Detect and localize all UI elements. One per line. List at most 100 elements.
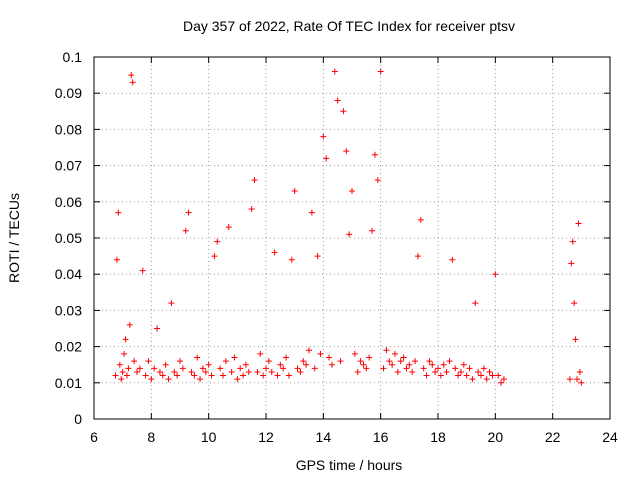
data-point bbox=[480, 365, 487, 372]
data-point bbox=[242, 361, 249, 368]
data-point bbox=[182, 227, 189, 234]
data-point bbox=[498, 379, 505, 386]
data-point bbox=[495, 372, 502, 379]
data-point bbox=[237, 365, 244, 372]
data-point bbox=[389, 361, 396, 368]
data-point bbox=[394, 368, 401, 375]
data-point bbox=[334, 97, 341, 104]
data-point bbox=[245, 368, 252, 375]
data-point bbox=[112, 372, 119, 379]
data-point bbox=[185, 209, 192, 216]
x-tick-label: 10 bbox=[201, 429, 217, 445]
y-tick-label: 0.01 bbox=[55, 375, 82, 391]
data-point bbox=[463, 372, 470, 379]
data-point bbox=[277, 361, 284, 368]
data-point bbox=[400, 354, 407, 361]
data-points bbox=[112, 68, 585, 386]
data-point bbox=[326, 354, 333, 361]
data-point bbox=[569, 238, 576, 245]
data-point bbox=[371, 151, 378, 158]
data-point bbox=[426, 358, 433, 365]
data-point bbox=[228, 368, 235, 375]
data-point bbox=[248, 206, 255, 213]
data-point bbox=[576, 368, 583, 375]
data-point bbox=[128, 72, 135, 79]
data-point bbox=[145, 358, 152, 365]
data-point bbox=[268, 368, 275, 375]
data-point bbox=[337, 358, 344, 365]
data-point bbox=[354, 368, 361, 375]
data-point bbox=[377, 68, 384, 75]
data-point bbox=[331, 68, 338, 75]
data-point bbox=[363, 365, 370, 372]
data-point bbox=[452, 365, 459, 372]
data-point bbox=[231, 354, 238, 361]
data-point bbox=[225, 224, 232, 231]
x-tick-label: 16 bbox=[373, 429, 389, 445]
data-point bbox=[414, 253, 421, 260]
data-point bbox=[380, 365, 387, 372]
data-point bbox=[568, 260, 575, 267]
data-point bbox=[265, 358, 272, 365]
data-point bbox=[429, 361, 436, 368]
x-tick-label: 22 bbox=[545, 429, 561, 445]
data-point bbox=[263, 365, 269, 372]
data-point bbox=[566, 376, 573, 383]
data-point bbox=[500, 376, 507, 383]
y-tick-label: 0.09 bbox=[55, 85, 82, 101]
y-tick-label: 0.07 bbox=[55, 158, 82, 174]
data-point bbox=[136, 365, 143, 372]
data-point bbox=[148, 376, 155, 383]
data-point bbox=[171, 368, 178, 375]
data-point bbox=[492, 271, 499, 278]
data-point bbox=[123, 372, 130, 379]
data-point bbox=[360, 361, 367, 368]
x-tick-label: 12 bbox=[258, 429, 274, 445]
x-tick-label: 6 bbox=[90, 429, 98, 445]
data-point bbox=[199, 365, 206, 372]
data-point bbox=[572, 336, 579, 343]
data-point bbox=[116, 361, 123, 368]
data-point bbox=[208, 372, 215, 379]
data-point bbox=[435, 365, 441, 372]
data-point bbox=[234, 376, 241, 383]
x-tick-label: 8 bbox=[147, 429, 155, 445]
data-point bbox=[220, 372, 226, 379]
data-point bbox=[126, 321, 133, 328]
data-point bbox=[446, 358, 453, 365]
data-point bbox=[251, 177, 258, 184]
data-point bbox=[478, 372, 484, 379]
data-point bbox=[285, 372, 292, 379]
data-point bbox=[159, 372, 166, 379]
data-point bbox=[288, 256, 295, 263]
data-point bbox=[578, 379, 585, 386]
data-point bbox=[320, 133, 327, 140]
data-point bbox=[340, 108, 347, 115]
x-tick-label: 18 bbox=[430, 429, 446, 445]
data-point bbox=[217, 365, 224, 372]
y-tick-label: 0.03 bbox=[55, 302, 82, 318]
data-point bbox=[343, 148, 350, 155]
data-point bbox=[486, 368, 493, 375]
y-tick-label: 0 bbox=[74, 411, 82, 427]
x-tick-label: 20 bbox=[488, 429, 504, 445]
data-point bbox=[271, 249, 278, 256]
data-point bbox=[257, 350, 264, 357]
data-point bbox=[306, 347, 312, 354]
grid bbox=[94, 57, 610, 419]
data-point bbox=[406, 361, 413, 368]
data-point bbox=[483, 376, 490, 383]
data-point bbox=[194, 354, 201, 361]
data-point bbox=[240, 372, 247, 379]
data-point bbox=[303, 361, 310, 368]
data-point bbox=[179, 365, 186, 372]
data-point bbox=[188, 368, 195, 375]
data-point bbox=[412, 358, 419, 365]
data-point bbox=[466, 365, 473, 372]
data-point bbox=[222, 358, 229, 365]
data-point bbox=[211, 253, 218, 260]
data-point bbox=[328, 361, 335, 368]
data-point bbox=[457, 368, 464, 375]
chart-title: Day 357 of 2022, Rate Of TEC Index for r… bbox=[183, 18, 515, 34]
